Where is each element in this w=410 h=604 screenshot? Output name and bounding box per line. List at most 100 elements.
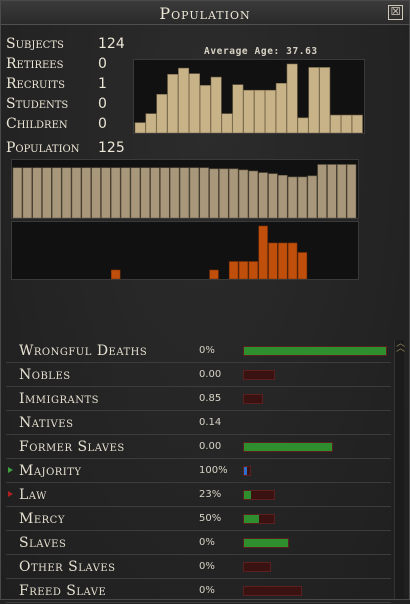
age-histogram-bar bbox=[210, 76, 222, 133]
population-history-bar bbox=[22, 167, 32, 218]
age-histogram-bar bbox=[188, 73, 200, 133]
age-histogram-bar bbox=[243, 89, 255, 133]
age-histogram-bar bbox=[145, 113, 157, 133]
attribute-value: 0% bbox=[199, 561, 215, 572]
attribute-bar-fill bbox=[244, 443, 332, 451]
population-history-bar bbox=[140, 167, 150, 218]
attribute-row[interactable]: Nobles 0.00 bbox=[6, 364, 391, 387]
attribute-value: 0% bbox=[199, 345, 215, 356]
attribute-row[interactable]: Mercy 50% bbox=[6, 508, 391, 531]
age-histogram-bar bbox=[232, 84, 244, 133]
scroll-up-icon[interactable]: ︿ ︿ bbox=[396, 339, 406, 354]
population-change-bar bbox=[258, 225, 268, 279]
attribute-label: Freed Slave bbox=[19, 583, 107, 599]
attribute-label: Nobles bbox=[19, 367, 71, 383]
population-history-bar bbox=[130, 167, 141, 218]
population-change-bar bbox=[287, 242, 298, 279]
stat-value-recruits: 1 bbox=[98, 76, 107, 92]
population-history-bar bbox=[209, 168, 219, 218]
attribute-value: 0.14 bbox=[199, 417, 222, 428]
attribute-row[interactable]: Majority 100% bbox=[6, 460, 391, 483]
age-histogram-bar bbox=[167, 74, 179, 133]
population-history-bar bbox=[199, 167, 209, 218]
stat-label-subjects: Subjects bbox=[6, 36, 64, 52]
average-age-label: Average Age: 37.63 bbox=[204, 46, 318, 57]
attribute-bar bbox=[243, 370, 275, 380]
age-histogram-bar bbox=[297, 117, 309, 133]
attribute-value: 50% bbox=[199, 513, 222, 524]
population-history-bar bbox=[238, 169, 249, 218]
attribute-bar bbox=[243, 514, 275, 524]
population-history-bar bbox=[228, 168, 239, 218]
attribute-value: 0% bbox=[199, 537, 215, 548]
population-history-bar bbox=[61, 167, 72, 218]
attribute-label: Former Slaves bbox=[19, 439, 125, 455]
age-histogram-bar bbox=[275, 83, 287, 133]
stat-label-recruits: Recruits bbox=[6, 76, 65, 92]
population-change-bar bbox=[110, 269, 121, 279]
title-bar[interactable]: Population ☒ bbox=[1, 1, 409, 25]
population-change-bar bbox=[248, 261, 259, 279]
population-change-chart bbox=[11, 221, 359, 280]
attribute-label: Other Slaves bbox=[19, 559, 116, 575]
attribute-row[interactable]: Other Slaves 0% bbox=[6, 556, 391, 579]
attribute-bar bbox=[243, 538, 289, 548]
population-history-bar bbox=[12, 167, 23, 218]
window-title: Population bbox=[159, 4, 251, 23]
attribute-bar bbox=[243, 586, 302, 596]
close-icon[interactable]: ☒ bbox=[388, 5, 403, 20]
population-change-bar bbox=[228, 261, 239, 279]
age-histogram-bar bbox=[156, 94, 168, 133]
population-history-bar bbox=[150, 167, 160, 218]
population-history-bar bbox=[120, 167, 131, 218]
population-history-svg bbox=[12, 164, 357, 218]
population-history-bar bbox=[32, 167, 42, 218]
age-histogram-bar bbox=[254, 89, 266, 133]
stat-value-subjects: 124 bbox=[98, 36, 125, 52]
population-history-bar bbox=[346, 164, 357, 218]
population-history-bar bbox=[337, 164, 347, 218]
attribute-bar bbox=[243, 466, 251, 476]
attribute-row[interactable]: Natives 0.14 bbox=[6, 412, 391, 435]
attribute-row[interactable]: Immigrants 0.85 bbox=[6, 388, 391, 411]
attribute-bar bbox=[243, 562, 271, 572]
attribute-row[interactable]: Wrongful Deaths 0% bbox=[6, 340, 391, 363]
attribute-row[interactable]: Slaves 0% bbox=[6, 532, 391, 555]
population-history-bar bbox=[110, 167, 121, 218]
population-history-bar bbox=[307, 175, 317, 218]
attribute-bar-fill bbox=[244, 539, 288, 547]
population-history-bar bbox=[160, 167, 170, 218]
population-history-bar bbox=[287, 176, 298, 218]
population-change-bar bbox=[238, 261, 249, 279]
stat-label-students: Students bbox=[6, 96, 69, 112]
attribute-row[interactable]: Law 23% bbox=[6, 484, 391, 507]
attribute-label: Immigrants bbox=[19, 391, 99, 407]
age-histogram-bar bbox=[199, 85, 211, 133]
population-history-bar bbox=[327, 164, 337, 218]
population-history-bar bbox=[71, 167, 82, 218]
attribute-bar-fill bbox=[244, 515, 259, 523]
population-label: Population bbox=[6, 140, 80, 156]
population-change-bar bbox=[209, 269, 219, 279]
attribute-row[interactable]: Former Slaves 0.00 bbox=[6, 436, 391, 459]
attribute-bar bbox=[243, 442, 333, 452]
population-change-svg bbox=[110, 225, 308, 279]
scrollbar[interactable]: ︿ ︿ bbox=[394, 339, 406, 599]
population-history-bar bbox=[101, 167, 111, 218]
age-histogram-bar bbox=[178, 67, 190, 133]
stat-value-children: 0 bbox=[98, 116, 107, 132]
population-history-chart bbox=[11, 159, 359, 219]
population-value: 125 bbox=[98, 140, 125, 156]
population-history-bar bbox=[189, 167, 200, 218]
age-histogram-bar bbox=[351, 114, 363, 133]
attribute-label: Majority bbox=[19, 463, 82, 479]
population-history-bar bbox=[91, 167, 101, 218]
attribute-value: 100% bbox=[199, 465, 228, 476]
attribute-label: Wrongful Deaths bbox=[19, 343, 148, 359]
attribute-value: 0.85 bbox=[199, 393, 222, 404]
attribute-label: Mercy bbox=[19, 511, 65, 527]
age-histogram-bar bbox=[319, 67, 331, 133]
age-histogram-bar bbox=[330, 114, 342, 133]
attribute-bar-fill bbox=[244, 467, 248, 475]
